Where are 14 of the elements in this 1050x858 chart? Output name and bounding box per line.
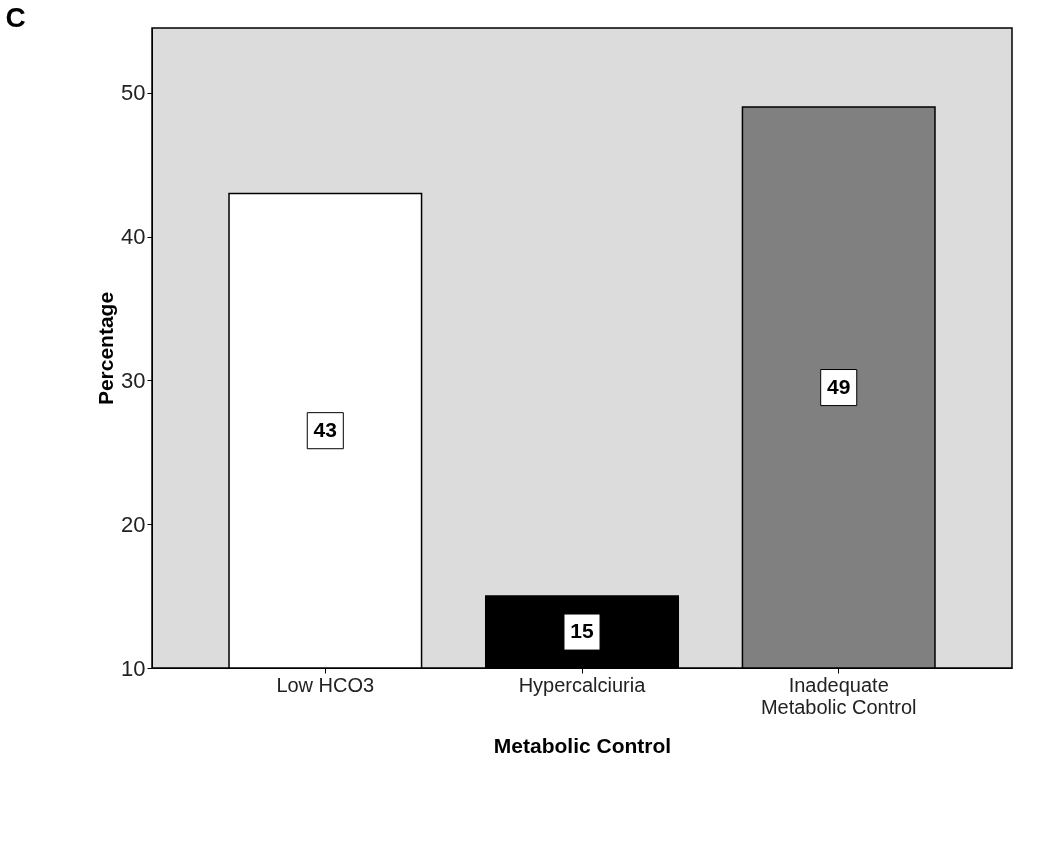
y-tick-label: 10 [121,655,146,681]
y-tick-label: 20 [121,511,146,537]
data-label: 43 [313,417,337,441]
x-tick-label: Hypercalciuria [518,673,647,696]
x-tick-label: Low HCO3 [276,673,375,696]
data-label: 49 [827,374,851,398]
data-label: 15 [570,619,594,643]
x-tick-label: Inadequate Metabolic Control [760,673,917,718]
y-tick-label: 50 [121,80,146,106]
chart-title: C [5,2,26,33]
y-tick-label: 30 [121,367,146,393]
x-axis-title: Metabolic Control [493,733,672,757]
y-axis-title: Percentage [94,291,118,406]
y-tick-label: 40 [121,224,146,250]
